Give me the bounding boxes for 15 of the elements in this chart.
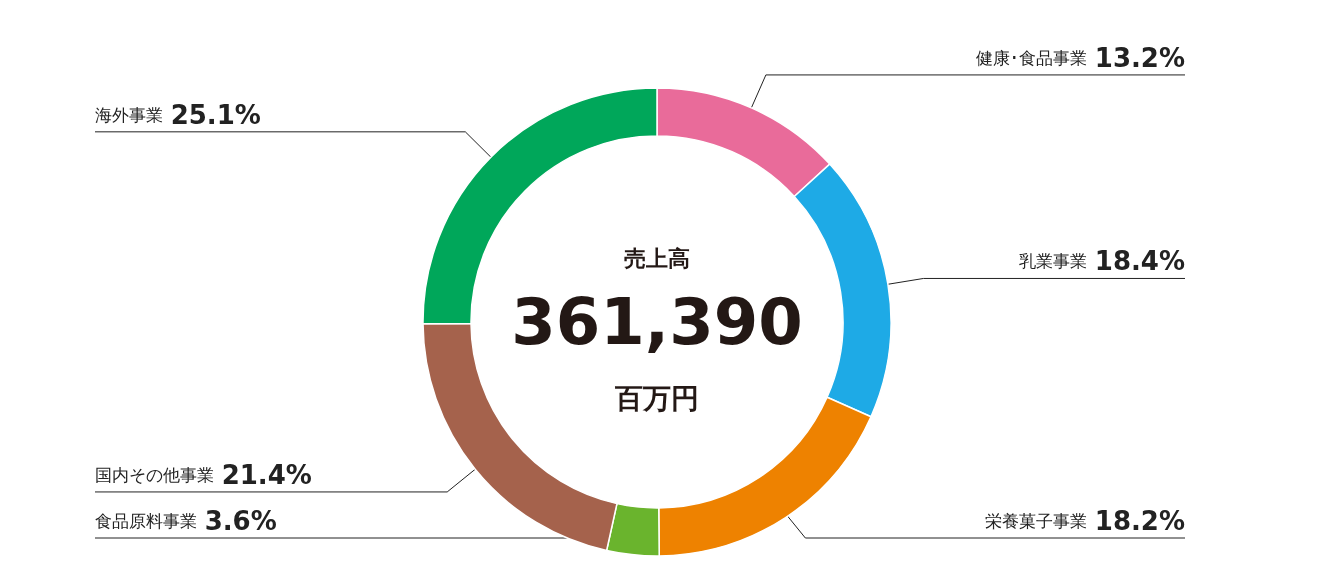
text: 361,390 [511, 285, 803, 359]
slice-label: 海外事業 [95, 104, 163, 125]
data-label: 18.4% [1094, 246, 1185, 277]
data-label: 18.2% [1094, 506, 1185, 536]
data-label: 13.2% [1094, 42, 1185, 73]
text: 売上高 [624, 245, 690, 271]
slice-label: 国内その他事業 [95, 464, 214, 485]
text: 百万円 [614, 381, 699, 415]
data-label: 3.6% [204, 506, 277, 536]
data-label: 25.1% [170, 99, 261, 130]
slice-label: 栄養菓子事業 [985, 511, 1088, 531]
slice-label: 食品原料事業 [95, 511, 197, 531]
slice-label: 健康･食品事業 [976, 47, 1088, 68]
slice-label: 乳業事業 [1019, 251, 1088, 272]
data-label: 21.4% [221, 459, 312, 490]
